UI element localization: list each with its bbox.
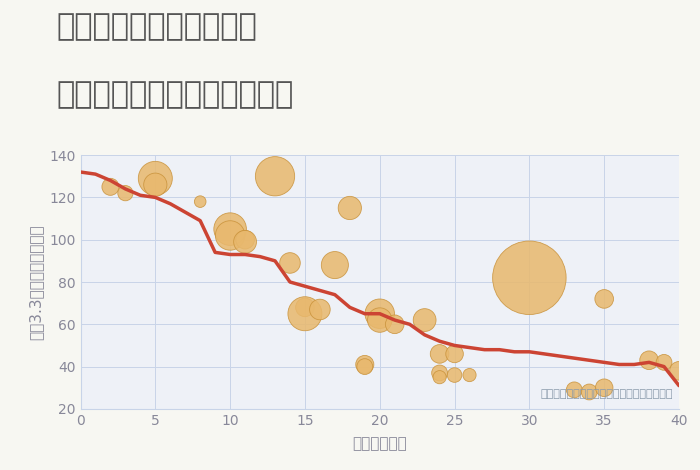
Point [225,232,236,239]
Point [284,259,295,266]
Point [449,371,460,379]
Point [225,226,236,233]
Point [374,316,385,324]
Point [359,363,370,370]
Point [150,181,161,188]
X-axis label: 築年数（年）: 築年数（年） [352,436,407,451]
Point [449,350,460,358]
Point [314,306,326,313]
Point [434,373,445,381]
Point [598,384,610,392]
Point [239,236,251,243]
Point [524,274,535,282]
Point [659,359,670,366]
Point [598,295,610,303]
Point [464,371,475,379]
Point [300,304,311,311]
Text: 築年数別中古マンション価格: 築年数別中古マンション価格 [56,80,293,109]
Point [673,367,685,375]
Point [643,356,655,364]
Point [568,386,580,394]
Point [270,172,281,180]
Text: 円の大きさは、取引のあった物件面積を示す: 円の大きさは、取引のあった物件面積を示す [540,389,673,399]
Point [300,310,311,318]
Point [344,204,356,212]
Y-axis label: 坪（3.3㎡）単価（万円）: 坪（3.3㎡）単価（万円） [29,224,43,340]
Point [195,198,206,205]
Point [419,316,430,324]
Point [359,361,370,368]
Point [584,388,595,396]
Point [120,189,131,197]
Point [434,350,445,358]
Point [239,238,251,245]
Point [150,174,161,182]
Point [389,321,400,328]
Point [374,310,385,318]
Point [329,261,340,269]
Point [105,183,116,191]
Text: 奈良県奈良市大森西町の: 奈良県奈良市大森西町の [56,12,257,41]
Point [434,369,445,377]
